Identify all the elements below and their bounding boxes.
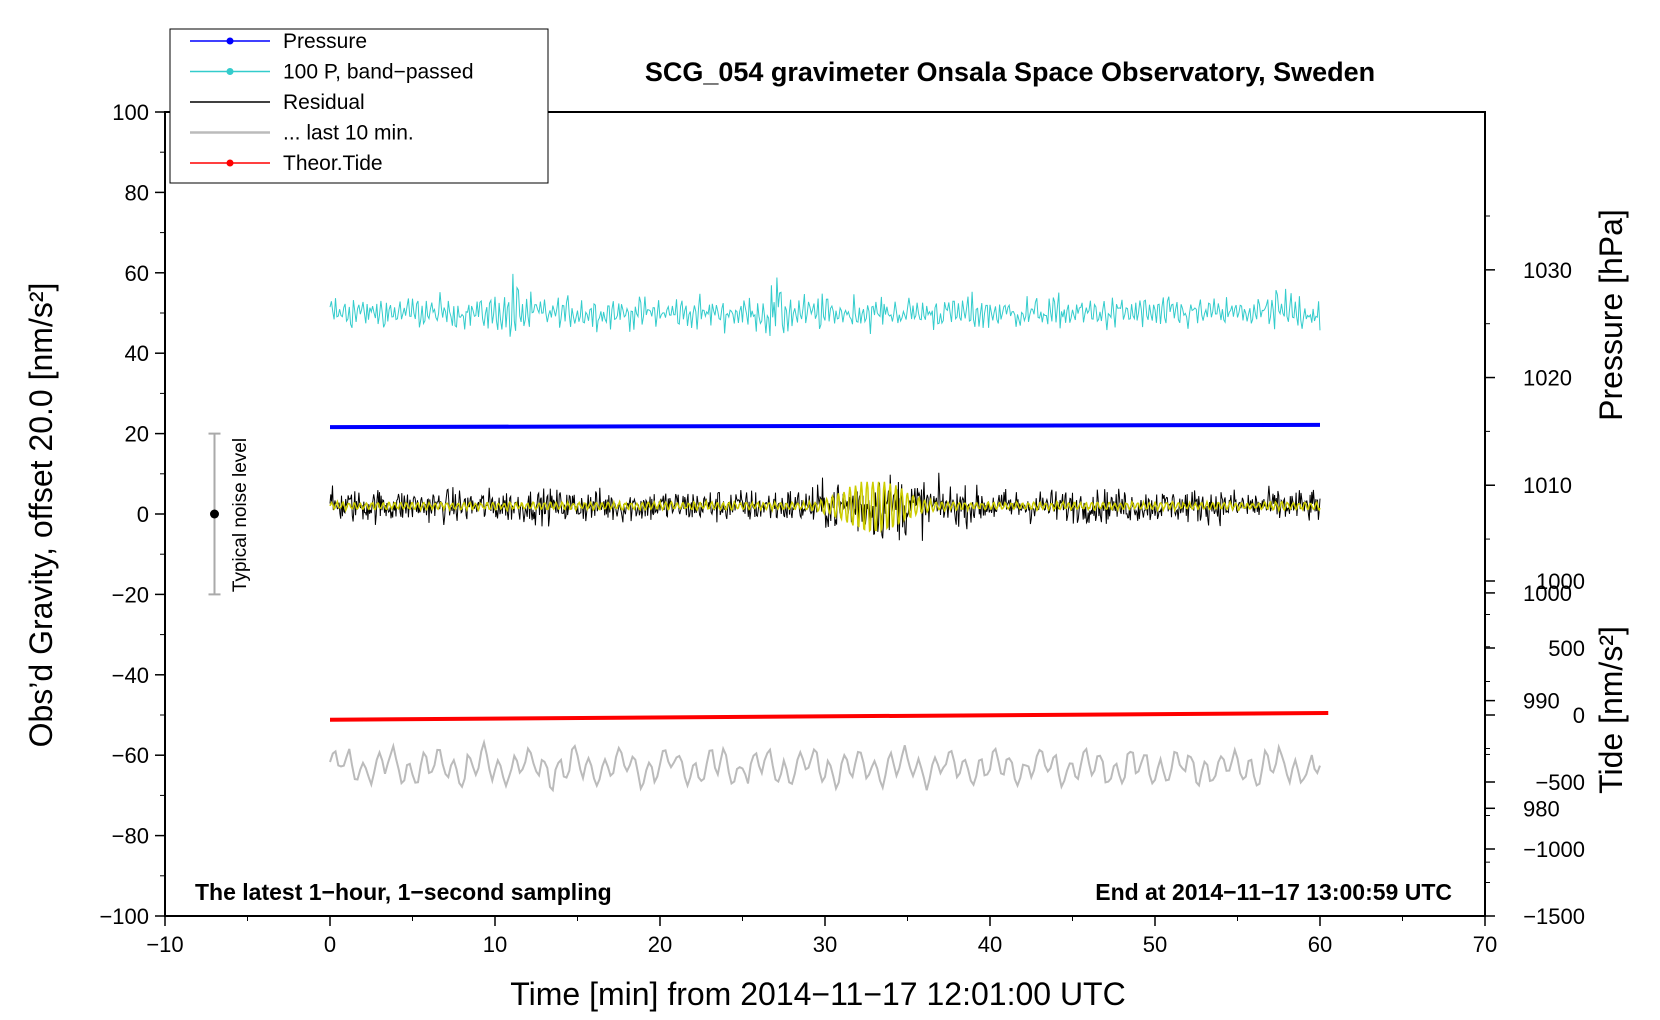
series-smoothed-residual [329,481,1321,534]
legend-label: 100 P, band−passed [283,61,474,84]
noise-bar: Typical noise level [208,432,251,596]
x-tick-label: 40 [978,932,1002,957]
series-last-10-min [329,738,1321,793]
y-tide-tick-label: −1000 [1523,837,1585,862]
y-left-tick-label: −60 [112,743,149,768]
series-layer [329,273,1329,793]
legend-item: Theor.Tide [190,152,383,175]
x-axis-label: Time [min] from 2014−11−17 12:01:00 UTC [510,976,1125,1012]
y-left-tick-label: 100 [112,100,149,125]
y-left-tick-label: −20 [112,582,149,607]
y-tide-tick-label: 0 [1573,703,1585,728]
y-left-tick-label: 40 [125,341,149,366]
legend-label: Residual [283,91,365,114]
legend: Pressure 100 P, band−passed Residual ... la… [169,28,549,184]
x-tick-label: 60 [1308,932,1332,957]
legend-swatch-dot [226,37,234,45]
noise-bar-label: Typical noise level [230,438,251,592]
annotation-end-time: End at 2014−11−17 13:00:59 UTC [1095,879,1452,905]
legend-item: ... last 10 min. [190,122,414,145]
x-tick-label: −10 [146,932,183,957]
noise-bar-center-dot [210,509,219,519]
series-pressure [329,422,1321,430]
y-tide-tick-label: −1500 [1523,904,1585,929]
ticks-layer: −10 0 10 20 30 40 50 60 70100806040200−20−40−60−… [99,100,1585,957]
y-pressure-tick-label: 1030 [1523,258,1572,283]
y-axis-label-left: Obs’d Gravity, offset 20.0 [nm/s²] [23,283,59,748]
legend-item: 100 P, band−passed [190,61,474,84]
x-tick-label: 20 [648,932,672,957]
y-tide-tick-label: 1000 [1536,569,1585,594]
y-left-tick-label: 60 [125,261,149,286]
y-tide-tick-label: −500 [1535,770,1585,795]
x-tick-label: 0 [324,932,336,957]
y-pressure-tick-label: 1000 [1523,581,1572,606]
legend-label: Theor.Tide [283,152,383,175]
y-axis-label-pressure: Pressure [hPa] [1593,209,1629,421]
y-left-tick-label: 20 [125,422,149,447]
y-axis-label-tide: Tide [nm/s²] [1593,626,1629,794]
legend-item: Pressure [190,30,367,53]
y-left-tick-label: 0 [137,502,149,527]
y-left-tick-label: 80 [125,180,149,205]
series-theoretical-tide [329,710,1329,722]
y-left-tick-label: −100 [99,904,149,929]
x-tick-label: 30 [813,932,837,957]
y-left-tick-label: −80 [112,824,149,849]
legend-label: ... last 10 min. [283,122,414,145]
legend-swatch-dot [226,68,234,75]
legend-item: Residual [190,91,365,114]
y-pressure-tick-label: 1010 [1523,473,1572,498]
y-tide-tick-label: 500 [1548,636,1585,661]
series-bandpassed-pressure [329,273,1321,337]
x-tick-label: 70 [1473,932,1497,957]
legend-box [169,28,549,184]
y-pressure-tick-label: 980 [1523,796,1560,821]
chart-title: SCG_054 gravimeter Onsala Space Observat… [645,57,1375,87]
legend-swatch-dot [226,159,234,167]
x-tick-label: 50 [1143,932,1167,957]
annotation-sampling: The latest 1−hour, 1−second sampling [195,879,612,905]
y-pressure-tick-label: 1020 [1523,366,1572,391]
y-left-tick-label: −40 [112,663,149,688]
legend-label: Pressure [283,30,367,53]
y-pressure-tick-label: 990 [1523,689,1560,714]
x-tick-label: 10 [483,932,507,957]
